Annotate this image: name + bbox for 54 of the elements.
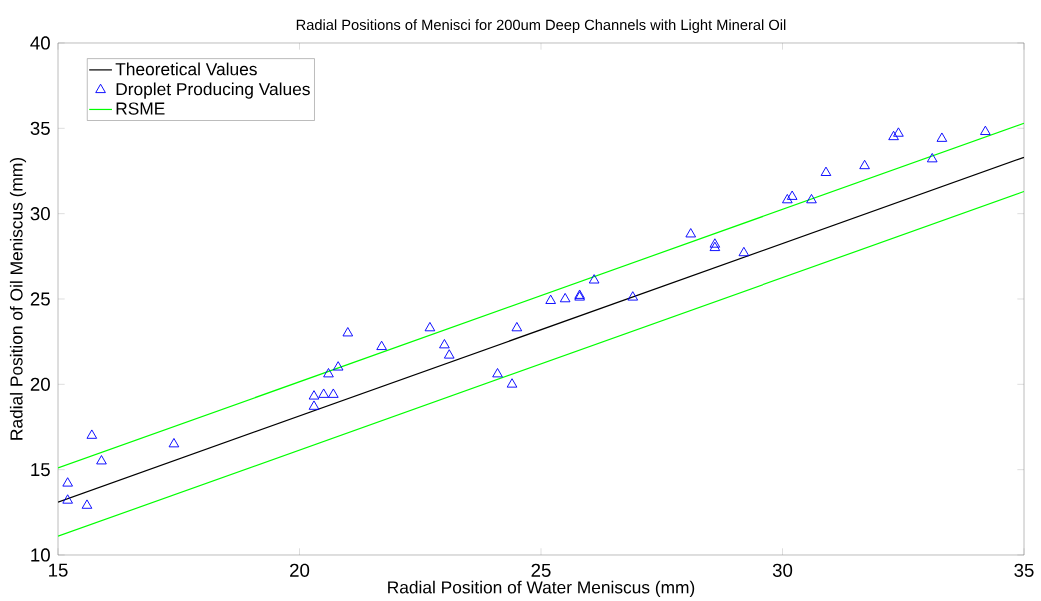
x-tick-label: 20 [290,563,310,577]
point [308,400,320,410]
point [424,321,436,332]
point [62,494,73,504]
point [332,361,344,371]
y-tick-label: 20 [30,377,50,391]
legend-label: RSME [116,102,165,115]
y-tick-label: 15 [31,462,50,477]
point [443,349,455,359]
point [342,326,354,337]
y-tick-label: 35 [30,121,50,135]
point [893,127,904,137]
chart-title: Radial Positions of Menisci for 200um Deep Channels with Light Mineral Oil [296,19,786,33]
point [980,125,991,135]
point [820,166,832,176]
point [859,159,870,169]
point [511,321,523,332]
point [376,340,387,350]
point [936,132,948,142]
point [168,437,180,448]
point [86,429,98,439]
legend-label: Theoretical Values [115,62,257,76]
point [738,246,750,257]
y-tick-label: 25 [30,292,50,306]
x-tick-label: 25 [531,563,551,577]
point [685,227,697,238]
y-tick-label: 40 [30,36,50,50]
y-tick-label: 10 [31,548,50,562]
point [888,130,899,140]
x-axis-title: Radial Position of Water Meniscus (mm) [388,580,695,597]
point [506,378,518,388]
point [786,190,798,200]
point [782,193,793,204]
point [308,390,320,400]
x-tick-label: 15 [49,563,68,577]
point [439,338,450,349]
y-tick-label: 30 [30,206,50,221]
point [806,193,817,204]
point [588,273,600,284]
x-tick-label: 35 [1014,563,1034,577]
point [328,388,339,398]
legend-label: Droplet Producing Values [116,82,310,99]
x-tick-label: 30 [772,563,793,577]
point [318,388,329,398]
y-axis-title: Radial Position of Oil Meniscus (mm) [9,157,27,440]
point [559,292,571,303]
point [62,477,73,487]
point [627,291,639,301]
point [492,367,503,378]
point [545,294,556,304]
point [323,367,334,378]
point [96,454,107,465]
point [81,499,93,509]
point [926,152,938,163]
